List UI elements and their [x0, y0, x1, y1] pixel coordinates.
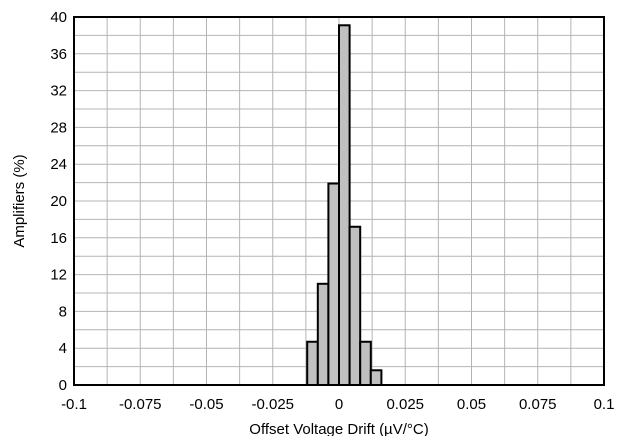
bar-series: [306, 24, 383, 387]
y-tick-label: 32: [50, 83, 67, 100]
x-tick-label: 0.075: [519, 396, 557, 413]
plot-frame: [73, 16, 605, 386]
x-tick-label: 0.1: [594, 396, 615, 413]
y-axis-title: Amplifiers (%): [11, 154, 28, 247]
x-tick-label: -0.05: [189, 396, 223, 413]
x-tick-label: 0.025: [386, 396, 424, 413]
x-axis-ticks: -0.1 -0.075 -0.05 -0.025 0 0.025 0.05 0.075 0.1: [61, 396, 614, 413]
x-axis-title: Offset Voltage Drift (µV/°C): [249, 421, 428, 436]
histogram-bar: [316, 282, 330, 386]
histogram-bar: [369, 369, 383, 386]
histogram-bar: [348, 225, 362, 386]
x-tick-label: -0.1: [61, 396, 87, 413]
y-tick-label: 28: [50, 119, 67, 136]
y-tick-label: 40: [50, 9, 67, 26]
x-tick-label: -0.075: [119, 396, 162, 413]
x-tick-label: 0.05: [457, 396, 486, 413]
y-tick-label: 8: [59, 303, 67, 320]
x-tick-label: 0: [335, 396, 343, 413]
y-axis-ticks: 0 4 8 12 16 20 24 28 32 36 40: [50, 9, 67, 394]
y-tick-label: 36: [50, 46, 67, 63]
y-tick-label: 20: [50, 193, 67, 210]
histogram-bar: [359, 340, 372, 387]
histogram-bar: [327, 182, 340, 386]
y-tick-label: 0: [59, 377, 67, 394]
x-tick-label: -0.025: [251, 396, 294, 413]
histogram-bar: [306, 340, 319, 387]
histogram-bar: [338, 24, 351, 387]
y-tick-label: 4: [59, 340, 67, 357]
y-tick-label: 24: [50, 156, 67, 173]
y-tick-label: 12: [50, 267, 67, 284]
y-tick-label: 16: [50, 230, 67, 247]
